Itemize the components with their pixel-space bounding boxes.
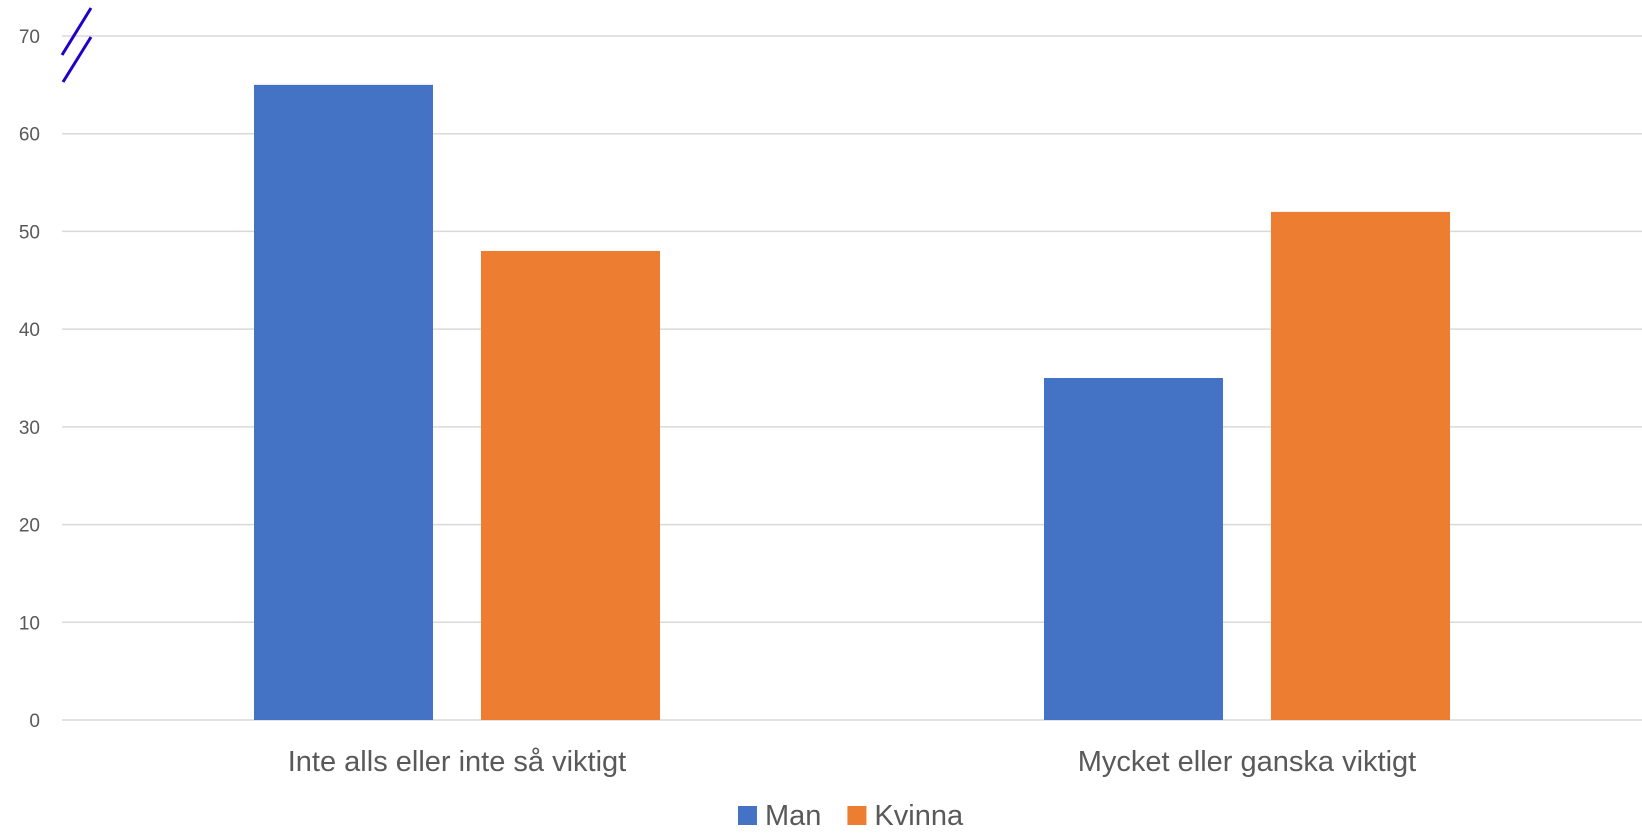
legend-label-man: Man [765, 800, 821, 832]
axis-break-stroke [61, 36, 93, 83]
bars [254, 84, 1450, 721]
bar-kvinna-0 [481, 250, 660, 720]
y-tick-label: 50 [19, 222, 40, 243]
bar-kvinna-1 [1271, 211, 1450, 720]
bar-man-1 [1044, 378, 1223, 720]
y-tick-label: 70 [19, 27, 40, 48]
y-tick-label: 40 [19, 320, 40, 341]
legend: Man Kvinna [738, 800, 964, 832]
legend-label-kvinna: Kvinna [874, 800, 964, 832]
legend-swatch-kvinna [847, 806, 867, 825]
x-category-label: Inte alls eller inte så viktigt [288, 746, 626, 778]
y-axis-ticks: 0 10 20 30 40 50 60 70 [19, 27, 40, 732]
legend-swatch-man [738, 806, 757, 825]
y-tick-label: 60 [19, 125, 40, 146]
y-tick-label: 30 [19, 418, 40, 439]
y-tick-label: 10 [19, 613, 40, 634]
x-category-label: Mycket eller ganska viktigt [1078, 746, 1416, 778]
bar-man-0 [254, 84, 433, 721]
x-axis-categories: Inte alls eller inte så viktigt Mycket el… [288, 746, 1416, 778]
y-tick-label: 0 [29, 711, 40, 732]
y-tick-label: 20 [19, 516, 40, 537]
axis-break-stroke [60, 7, 93, 56]
axis-break-marker [60, 7, 93, 83]
